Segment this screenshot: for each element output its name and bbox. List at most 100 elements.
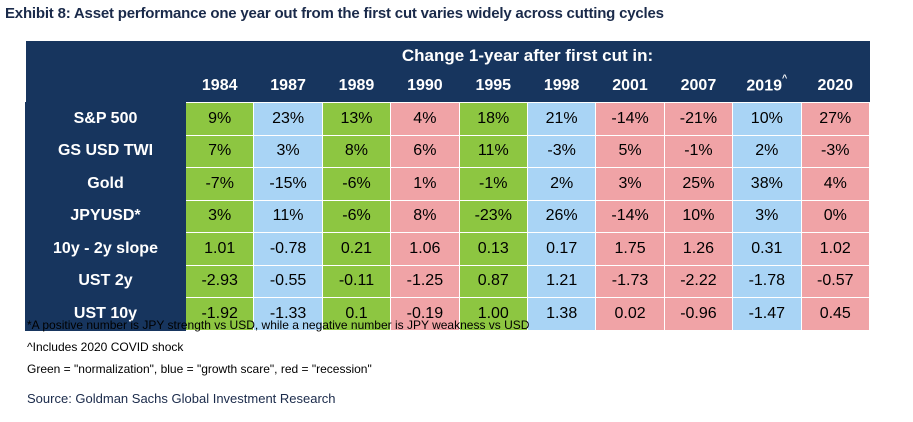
table-row: 10y - 2y slope 1.01 -0.78 0.21 1.06 0.13 0.17 1… xyxy=(25,232,871,266)
table-cell: 13% xyxy=(321,102,392,136)
table-cell: 18% xyxy=(458,102,528,136)
table-cell: 0.13 xyxy=(458,232,528,266)
table-cell: -15% xyxy=(253,167,323,201)
table-cell: 6% xyxy=(390,134,460,168)
super-header: Change 1-year after first cut in: xyxy=(185,41,870,70)
table-cell: 25% xyxy=(663,167,734,201)
table-cell: 11% xyxy=(253,199,323,233)
performance-table: Change 1-year after first cut in: 1984 19… xyxy=(24,40,871,332)
table-cell: 0.31 xyxy=(732,232,802,266)
table-cell: 1.00 xyxy=(458,297,528,331)
footnotes: *A positive number is JPY strength vs US… xyxy=(27,318,529,384)
table-cell: 1.75 xyxy=(595,232,665,266)
row-label: S&P 500 xyxy=(25,102,186,136)
table-cell: 3% xyxy=(253,134,323,168)
table-cell: 1.21 xyxy=(526,264,597,298)
year-header-2007: 2007 xyxy=(664,70,733,103)
source-note: Source: Goldman Sachs Global Investment … xyxy=(27,391,336,406)
year-header-2019: 2019^ xyxy=(732,70,802,103)
year-header-1987: 1987 xyxy=(253,70,323,103)
table-cell: -6% xyxy=(321,167,392,201)
table-cell: 0.45 xyxy=(800,297,871,331)
row-label: UST 10y xyxy=(25,297,186,331)
table-cell: 1.38 xyxy=(526,297,597,331)
year-header-1998: 1998 xyxy=(527,70,596,103)
table-cell: -1.47 xyxy=(732,297,802,331)
table-cell: 11% xyxy=(458,134,528,168)
year-label: 1989 xyxy=(338,77,375,94)
table-cell: 10% xyxy=(663,199,734,233)
table-cell: -1.25 xyxy=(390,264,460,298)
table-cell: -0.78 xyxy=(253,232,323,266)
table-cell: 0.21 xyxy=(321,232,392,266)
year-label: 2019 xyxy=(746,77,782,95)
table-cell: -2.22 xyxy=(663,264,734,298)
table-row: Gold -7% -15% -6% 1% -1% 2% 3% 25% 38% 4% xyxy=(25,167,871,201)
table-cell: 3% xyxy=(732,199,802,233)
year-label: 1998 xyxy=(543,77,580,94)
year-label: 1987 xyxy=(270,77,306,94)
table-cell: 3% xyxy=(184,199,255,233)
table-cell: 0.17 xyxy=(526,232,597,266)
table-cell: -0.96 xyxy=(663,297,734,331)
year-header-2001: 2001 xyxy=(595,70,665,103)
table-cell: 8% xyxy=(321,134,392,168)
year-label: 1995 xyxy=(475,77,512,94)
table-cell: -1% xyxy=(663,134,734,168)
row-label: UST 2y xyxy=(25,264,186,298)
table-cell: 0% xyxy=(800,199,871,233)
footnote-marker: ^ xyxy=(781,73,788,84)
table-body: S&P 500 9% 23% 13% 4% 18% 21% -14% -21% 10% 27% GS … xyxy=(25,102,871,331)
table-cell: 5% xyxy=(595,134,665,168)
super-header-row: Change 1-year after first cut in: xyxy=(25,41,870,70)
row-label: Gold xyxy=(25,167,186,201)
year-label: 2007 xyxy=(680,77,717,94)
table-cell: 0.02 xyxy=(595,297,665,331)
table-cell: 4% xyxy=(390,102,460,136)
year-header-2020: 2020 xyxy=(801,70,870,103)
table-cell: 2% xyxy=(526,167,597,201)
table-cell: 0.87 xyxy=(458,264,528,298)
table-row: JPYUSD* 3% 11% -6% 8% -23% 26% -14% 10% 3% 0% xyxy=(25,199,871,233)
table-cell: -1.33 xyxy=(253,297,323,331)
table-cell: -14% xyxy=(595,199,665,233)
table-row: S&P 500 9% 23% 13% 4% 18% 21% -14% -21% 10% 27% xyxy=(25,102,871,136)
table-row: GS USD TWI 7% 3% 8% 6% 11% -3% 5% -1% 2% -3% xyxy=(25,134,871,168)
year-label: 2020 xyxy=(817,77,854,94)
table-cell: -14% xyxy=(595,102,665,136)
row-label: 10y - 2y slope xyxy=(25,232,186,266)
table-cell: -0.11 xyxy=(321,264,392,298)
table-cell: 9% xyxy=(184,102,255,136)
year-label: 2001 xyxy=(612,77,648,94)
table-cell: -21% xyxy=(663,102,734,136)
header-spacer xyxy=(25,70,186,103)
footnote-covid: ^Includes 2020 COVID shock xyxy=(27,340,184,354)
table-cell: -2.93 xyxy=(184,264,255,298)
table-cell: 23% xyxy=(253,102,323,136)
year-header-row: 1984 1987 1989 1990 1995 1998 2001 2007 2019^ 202… xyxy=(25,70,870,103)
row-label: GS USD TWI xyxy=(25,134,186,168)
table-cell: 1.06 xyxy=(390,232,460,266)
table-cell: 4% xyxy=(800,167,871,201)
table-cell: -1.73 xyxy=(595,264,665,298)
table-cell: -7% xyxy=(184,167,255,201)
table-cell: 1.26 xyxy=(663,232,734,266)
table-cell: 2% xyxy=(732,134,802,168)
table-cell: 27% xyxy=(800,102,871,136)
table-cell: -0.57 xyxy=(800,264,871,298)
table-cell: -3% xyxy=(800,134,871,168)
year-label: 1984 xyxy=(201,77,238,94)
table-row: UST 2y -2.93 -0.55 -0.11 -1.25 0.87 1.21 -1.73-… xyxy=(25,264,871,298)
exhibit-title: Exhibit 8: Asset performance one year ou… xyxy=(5,5,664,22)
table-cell: 1.01 xyxy=(184,232,255,266)
table-cell: -23% xyxy=(458,199,528,233)
table-cell: 21% xyxy=(526,102,597,136)
year-header-1984: 1984 xyxy=(185,70,254,103)
header-spacer xyxy=(25,41,186,70)
table-cell: -1.78 xyxy=(732,264,802,298)
year-header-1989: 1989 xyxy=(322,70,391,103)
table-cell: -1% xyxy=(458,167,528,201)
table-cell: -6% xyxy=(321,199,392,233)
table-row: UST 10y -1.92 -1.33 0.1 -0.19 1.00 1.38 0.02 -0.… xyxy=(25,297,871,331)
table-cell: 1% xyxy=(390,167,460,201)
